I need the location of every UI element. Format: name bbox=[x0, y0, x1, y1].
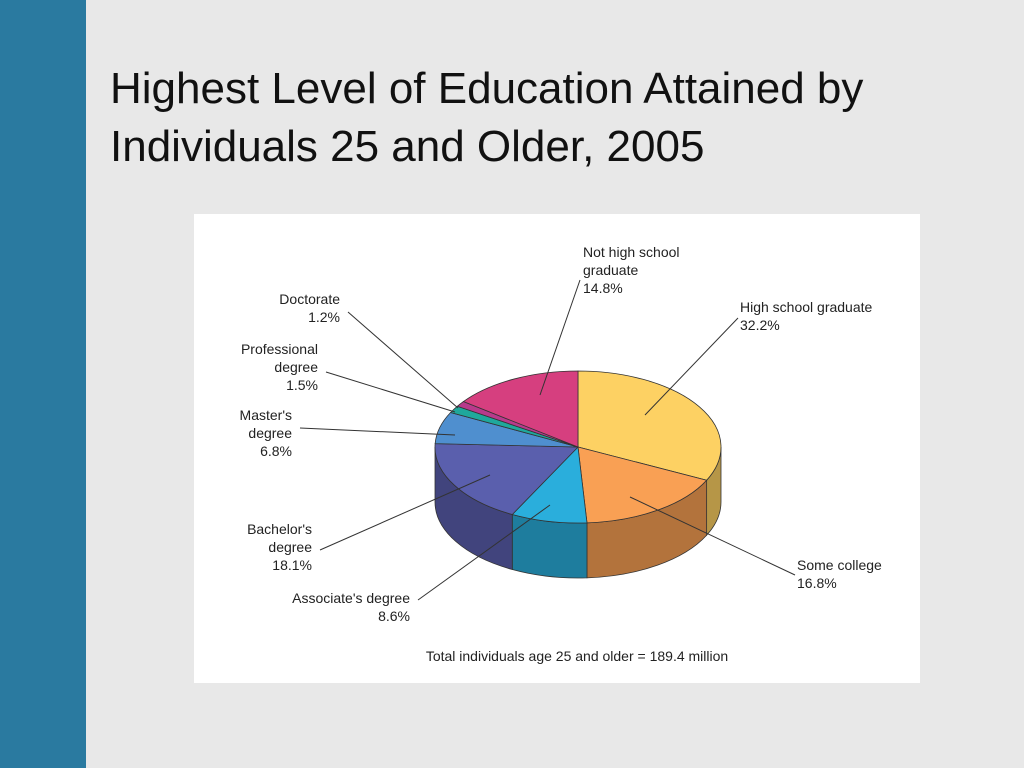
leader-line bbox=[417, 504, 551, 601]
value-label: 1.2% bbox=[308, 309, 340, 325]
chart-title: Highest Level of Education Attained by I… bbox=[110, 64, 864, 171]
leader-line bbox=[629, 496, 796, 576]
value-label: 16.8% bbox=[797, 575, 837, 591]
slice bbox=[462, 370, 579, 448]
slice-label: High school graduate 32.2% bbox=[740, 298, 920, 334]
slice-label: Professional degree 1.5% bbox=[208, 340, 318, 394]
slice-label: Master's degree 6.8% bbox=[202, 406, 292, 460]
category-label: Master's degree bbox=[239, 407, 292, 441]
leader-line bbox=[325, 371, 456, 413]
slice bbox=[434, 443, 579, 515]
side-bar bbox=[0, 0, 86, 768]
category-label: Professional degree bbox=[240, 341, 318, 375]
category-label: High school graduate bbox=[740, 299, 873, 315]
slice-label: Associate's degree 8.6% bbox=[220, 589, 410, 625]
value-label: 1.5% bbox=[286, 377, 318, 393]
value-label: 8.6% bbox=[378, 608, 410, 624]
category-label: Some college bbox=[797, 557, 882, 573]
slice bbox=[577, 370, 722, 481]
category-label: Doctorate bbox=[279, 291, 340, 307]
leader-line bbox=[319, 474, 491, 551]
category-label: Bachelor's degree bbox=[247, 521, 312, 555]
value-label: 6.8% bbox=[260, 443, 292, 459]
leader-line bbox=[539, 279, 581, 396]
category-label: Associate's degree bbox=[292, 590, 410, 606]
slice-label: Some college 16.8% bbox=[797, 556, 917, 592]
value-label: 32.2% bbox=[740, 317, 780, 333]
annotation: Total individuals age 25 and older = 189… bbox=[425, 648, 729, 664]
value-label: 18.1% bbox=[272, 557, 312, 573]
leader-line bbox=[347, 311, 459, 409]
slice-label: Not high school graduate 14.8% bbox=[583, 243, 713, 297]
slice-label: Doctorate 1.2% bbox=[250, 290, 340, 326]
slice-label: Bachelor's degree 18.1% bbox=[212, 520, 312, 574]
category-label: Not high school graduate bbox=[583, 244, 680, 278]
value-label: 14.8% bbox=[583, 280, 623, 296]
leader-line bbox=[644, 317, 739, 416]
leader-line bbox=[299, 427, 456, 436]
